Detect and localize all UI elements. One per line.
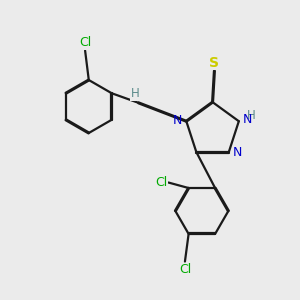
Text: N: N: [233, 146, 243, 159]
Text: H: H: [247, 109, 256, 122]
Text: Cl: Cl: [155, 176, 167, 189]
Text: H: H: [130, 87, 139, 100]
Text: Cl: Cl: [179, 263, 191, 276]
Text: N: N: [172, 114, 182, 127]
Text: Cl: Cl: [79, 36, 91, 49]
Text: S: S: [209, 56, 219, 70]
Text: N: N: [243, 113, 253, 126]
